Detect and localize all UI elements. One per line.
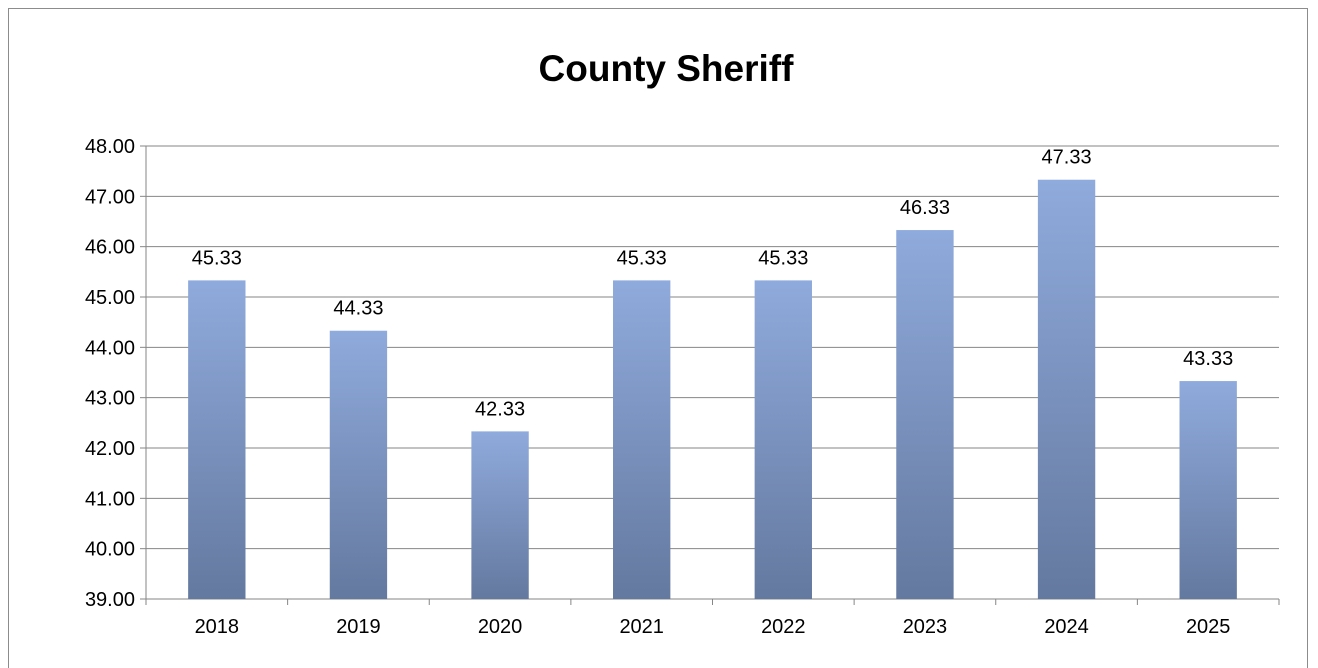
bar-2020 [471, 431, 529, 599]
x-tick-label: 2025 [1186, 616, 1231, 638]
data-label: 42.33 [475, 398, 525, 420]
y-tick-label: 39.00 [85, 589, 135, 611]
y-tick-label: 44.00 [85, 337, 135, 359]
x-axis-tick-labels: 2018 2019 2020 2021 2022 2023 2024 2025 [195, 616, 1231, 638]
x-tick-label: 2018 [195, 616, 240, 638]
chart-frame: County Sheriff 39.00 40.00 41.00 42.00 43.00… [8, 8, 1308, 668]
bar-2021 [613, 280, 671, 599]
data-label: 46.33 [900, 197, 950, 219]
bar-2019 [329, 330, 388, 599]
y-tick-label: 43.00 [85, 388, 135, 410]
bar-2023 [896, 230, 954, 599]
y-tick-label: 42.00 [85, 438, 135, 460]
y-tick-label: 41.00 [85, 488, 135, 510]
y-tick-label: 45.00 [85, 287, 135, 309]
x-tick-label: 2019 [336, 616, 381, 638]
data-label: 45.33 [617, 247, 667, 269]
data-label: 45.33 [192, 247, 242, 269]
axes [140, 145, 1280, 605]
data-label: 44.33 [333, 298, 383, 320]
bar-2024 [1037, 179, 1096, 599]
chart-title: County Sheriff [539, 48, 795, 89]
bar-2018 [188, 280, 246, 599]
bars [188, 179, 1237, 599]
x-tick-label: 2020 [478, 616, 523, 638]
gridlines [146, 145, 1279, 550]
data-label: 47.33 [1042, 147, 1092, 169]
bar-2022 [754, 280, 812, 599]
y-tick-label: 46.00 [85, 237, 135, 259]
y-tick-label: 40.00 [85, 539, 135, 561]
y-axis-tick-labels: 39.00 40.00 41.00 42.00 43.00 44.00 45.00 46.00… [85, 136, 135, 611]
y-tick-label: 47.00 [85, 186, 135, 208]
data-label: 45.33 [758, 247, 808, 269]
data-label: 43.33 [1183, 348, 1233, 370]
y-tick-label: 48.00 [85, 136, 135, 158]
x-tick-label: 2021 [619, 616, 664, 638]
x-tick-label: 2024 [1044, 616, 1089, 638]
x-tick-label: 2022 [761, 616, 806, 638]
bar-chart: County Sheriff 39.00 40.00 41.00 42.00 43.00… [85, 48, 1280, 638]
data-labels: 45.33 44.33 42.33 45.33 45.33 46.33 47.33 43.33 [192, 147, 1233, 421]
x-tick-label: 2023 [903, 616, 948, 638]
bar-2025 [1179, 381, 1237, 599]
